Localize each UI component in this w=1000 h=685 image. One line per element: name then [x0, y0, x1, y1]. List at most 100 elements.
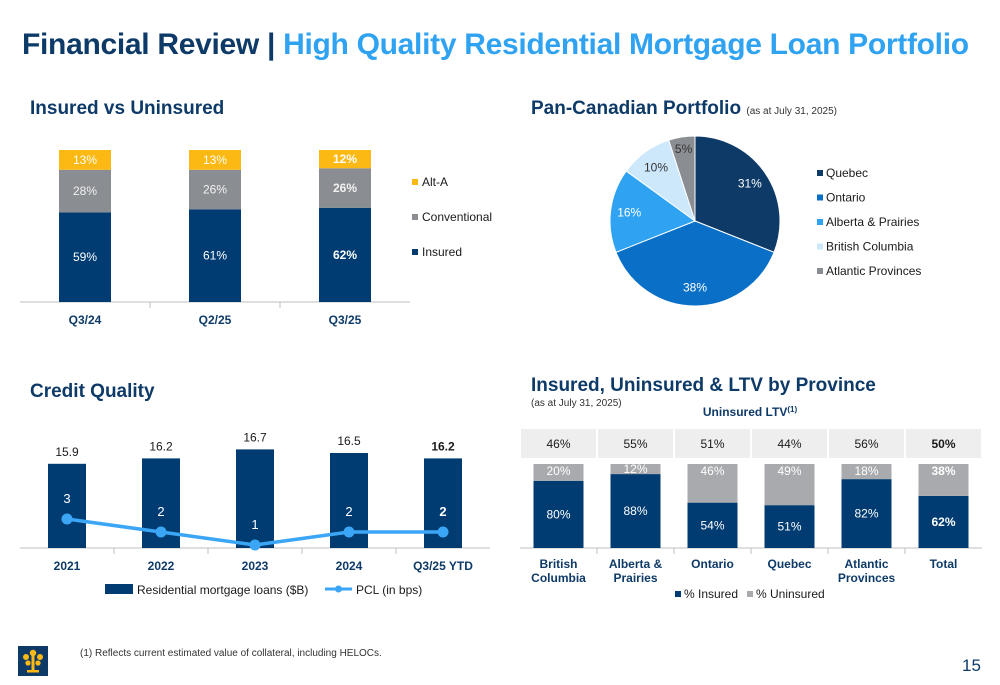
bar-uninsured-ontario [687, 464, 738, 503]
bar-uninsured-total [918, 464, 969, 496]
bar-insured-atlantic-provinces [841, 479, 892, 548]
bar-insured-british-columbia [533, 480, 584, 548]
bar-value-label: 16.2 [431, 439, 455, 453]
ltv-cell-total [906, 429, 981, 458]
pie-label-alberta-prairies: 16% [617, 206, 641, 220]
legend-label-british-columbia: British Columbia [826, 240, 914, 254]
data-label: 28% [73, 184, 97, 198]
x-tick-label: Quebec [767, 557, 811, 571]
bar-conventional-q3-24 [59, 169, 111, 213]
ltv-value: 46% [546, 437, 570, 451]
section-title-pan-canadian: Pan-Canadian Portfolio (as at July 31, 2… [531, 98, 837, 120]
ltv-title-superscript: (1) [787, 405, 797, 414]
title-part-1: Financial Review | [22, 28, 284, 61]
province-ltv-chart: Uninsured LTV(1) 46% 55% 51% 44% 56% 50% 80% 20%… [520, 405, 982, 601]
pie-slice-atlantic-provinces [668, 135, 696, 222]
bar-insured-q3-25 [319, 207, 371, 302]
data-label: 80% [546, 507, 570, 521]
x-tick-label: British [539, 557, 577, 571]
x-tick-label: Provinces [838, 571, 896, 585]
legend-swatch-loans [105, 584, 133, 594]
credit-quality-chart: 15.9 2021 16.2 2022 16.7 2023 16.5 2024 16.2 Q3/2… [20, 430, 490, 597]
bar-value-label: 15.9 [55, 445, 79, 459]
legend-swatch-insured [412, 249, 418, 255]
pie-slice-quebec [694, 135, 781, 253]
pcl-point-2022 [155, 526, 167, 538]
legend-label-conventional: Conventional [422, 210, 492, 224]
legend-swatch-atlantic-provinces [817, 268, 823, 274]
ltv-value: 56% [854, 437, 878, 451]
data-label: 38% [931, 464, 955, 478]
pie-label-quebec: 31% [738, 177, 762, 191]
data-label: 18% [854, 464, 878, 478]
pcl-value-label: 1 [251, 517, 258, 532]
ltv-cell-alberta-prairies [598, 429, 673, 458]
legend-swatch-pcl-dot [335, 585, 342, 593]
bar-uninsured-quebec [764, 464, 815, 506]
legend-swatch-insured [675, 591, 681, 597]
ltv-cell-ontario [675, 429, 750, 458]
pcl-point-2021 [61, 513, 73, 525]
pcl-value-label: 3 [63, 491, 70, 506]
data-label: 62% [931, 515, 955, 529]
bar-insured-total [918, 495, 969, 548]
section-title-province: Insured, Uninsured & LTV by Province [531, 375, 876, 396]
data-label: 13% [203, 153, 227, 167]
pcl-point-q3-25-ytd [437, 526, 449, 538]
legend-label-atlantic-provinces: Atlantic Provinces [826, 264, 921, 278]
data-label: 46% [700, 464, 724, 478]
data-label: 88% [623, 504, 647, 518]
data-label: 62% [333, 248, 357, 262]
pie-label-ontario: 38% [683, 280, 707, 294]
x-tick-label: Ontario [691, 557, 734, 571]
ltv-cell-british-columbia [521, 429, 596, 458]
x-tick-label: 2023 [242, 559, 269, 573]
ltv-value: 51% [700, 437, 724, 451]
bar-alt-a-q3-25 [319, 150, 371, 169]
legend-swatch-conventional [412, 214, 418, 220]
data-label: 13% [73, 153, 97, 167]
section-title-insured: Insured vs Uninsured [30, 98, 225, 119]
legend-swatch-alt-a [412, 179, 418, 185]
data-label: 54% [700, 518, 724, 532]
bar-uninsured-british-columbia [533, 464, 584, 481]
legend-swatch-uninsured [747, 591, 753, 597]
x-tick-label: Columbia [531, 571, 586, 585]
pcl-value-label: 2 [157, 504, 164, 519]
ltv-value: 55% [623, 437, 647, 451]
bar-value-label: 16.2 [149, 439, 173, 453]
x-tick-label: Q3/24 [69, 313, 102, 327]
data-label: 12% [333, 152, 357, 166]
pie-slice-alberta-prairies [609, 170, 697, 253]
x-tick-label: Q3/25 YTD [413, 559, 473, 573]
x-tick-label: Total [930, 557, 958, 571]
page-title: Financial Review | High Quality Resident… [22, 28, 969, 62]
pcl-point-2024 [343, 526, 355, 538]
legend-label-insured: % Insured [684, 587, 738, 601]
pie-label-british-columbia: 10% [644, 160, 668, 174]
bar-value-label: 16.7 [243, 430, 267, 444]
data-label: 51% [777, 520, 801, 534]
page-number: 15 [962, 656, 981, 675]
pcl-value-label: 2 [439, 504, 446, 519]
bar-insured-q2-25 [189, 209, 241, 302]
data-label: 59% [73, 250, 97, 264]
legend-label-uninsured: % Uninsured [756, 587, 825, 601]
bar-loans-2023 [236, 449, 274, 548]
bar-loans-2021 [48, 463, 86, 548]
bar-insured-ontario [687, 502, 738, 548]
x-tick-label: Q3/25 [329, 313, 362, 327]
pie-label-atlantic-provinces: 5% [675, 142, 693, 156]
legend-label-alt-a: Alt-A [422, 175, 448, 189]
x-tick-label: Q2/25 [199, 313, 232, 327]
legend-label-loans: Residential mortgage loans ($B) [137, 583, 308, 597]
pcl-value-label: 2 [345, 504, 352, 519]
legend-swatch-ontario [817, 194, 823, 201]
bar-alt-a-q3-24 [59, 150, 111, 170]
data-label: 61% [203, 249, 227, 263]
data-label: 26% [203, 183, 227, 197]
footnote: (1) Reflects current estimated value of … [80, 648, 382, 659]
legend-swatch-alberta-prairies [817, 219, 823, 225]
ltv-title: Uninsured LTV(1) [703, 405, 798, 420]
section-title-credit-quality: Credit Quality [30, 381, 155, 402]
